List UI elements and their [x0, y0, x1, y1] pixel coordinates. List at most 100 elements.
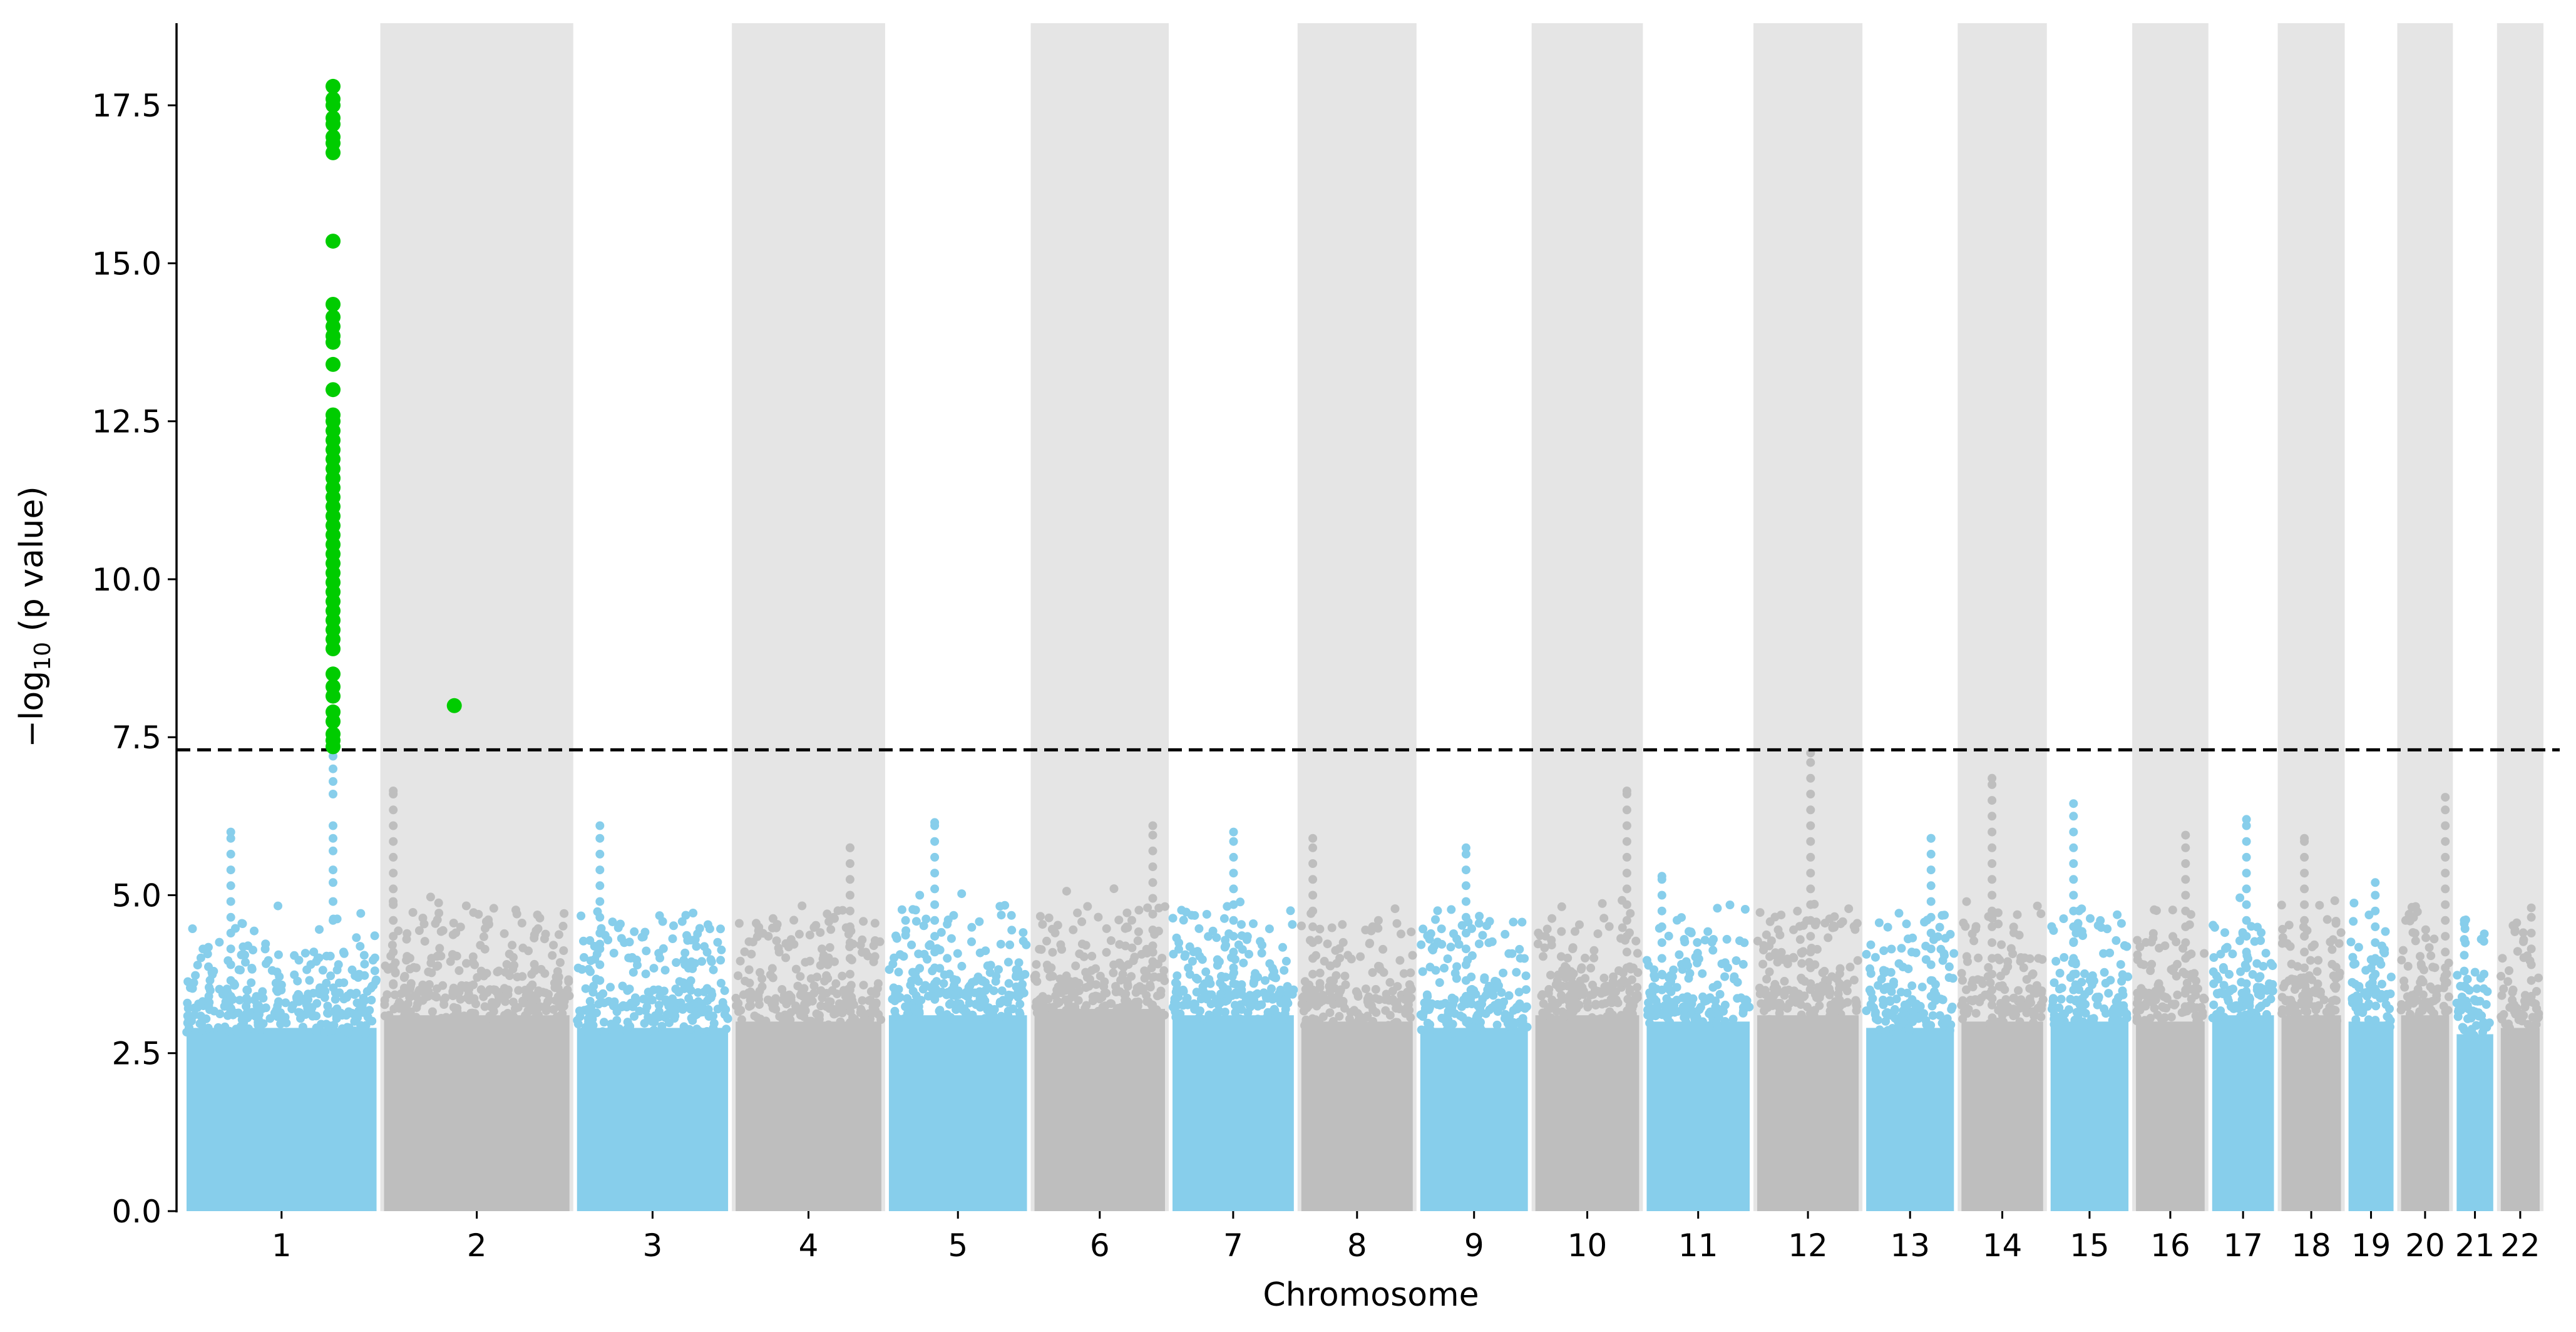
background-point [1020, 969, 1030, 979]
peak-point [1622, 963, 1631, 973]
peak-point [2181, 954, 2190, 963]
background-point [789, 916, 799, 925]
background-point [1220, 942, 1229, 952]
background-point [2330, 896, 2339, 906]
background-point [2439, 1001, 2448, 1011]
background-point [805, 931, 814, 940]
peak-point [2371, 969, 2380, 979]
peak-point [1229, 900, 1238, 909]
background-point [778, 995, 788, 1004]
background-point [432, 993, 441, 1002]
background-point [1720, 972, 1730, 981]
background-point [1866, 940, 1876, 949]
background-point [838, 1008, 847, 1018]
background-point [820, 976, 829, 986]
background-point [2177, 1008, 2187, 1017]
peak-point [1988, 796, 1997, 805]
background-point [1345, 1014, 1354, 1024]
peak-point [2300, 884, 2309, 894]
peak-point [1926, 944, 1936, 954]
peak-point [1806, 773, 1815, 783]
background-point [1168, 914, 1178, 923]
background-point [2055, 1017, 2064, 1026]
background-point [2136, 991, 2145, 1000]
background-point [243, 996, 252, 1005]
peak-point [2181, 985, 2190, 994]
background-point [2421, 925, 2430, 934]
background-point [1599, 973, 1609, 983]
background-point [2427, 997, 2436, 1006]
background-point [972, 1000, 981, 1009]
background-point [479, 932, 488, 941]
background-point [196, 1011, 205, 1021]
background-point [979, 998, 988, 1007]
background-point [1382, 989, 1391, 999]
background-point [794, 929, 804, 939]
background-point [290, 970, 299, 979]
background-point [1326, 976, 1336, 986]
background-point [1280, 1009, 1290, 1018]
chromosome-bulk-12 [1757, 1015, 1859, 1211]
background-point [433, 952, 442, 961]
peak-point-chr1 [226, 827, 235, 837]
background-point [672, 958, 681, 967]
background-point [1221, 936, 1230, 945]
background-point [1283, 989, 1293, 998]
background-point [470, 1009, 480, 1018]
background-point [1015, 1009, 1025, 1019]
background-point [649, 985, 659, 994]
peak-point [1461, 960, 1470, 969]
significant-points [326, 78, 462, 755]
background-point [2405, 1009, 2414, 1019]
background-point [2146, 966, 2155, 975]
background-point [1568, 988, 1578, 997]
background-point [262, 959, 270, 968]
background-point [989, 986, 998, 996]
background-point [2167, 965, 2176, 974]
background-point [2416, 952, 2425, 961]
background-point [946, 999, 955, 1008]
background-point [2476, 974, 2485, 983]
background-point [1457, 921, 1467, 930]
background-point [1962, 985, 1971, 994]
background-point [1725, 901, 1735, 909]
chromosome-bulk-22 [2500, 1028, 2540, 1211]
background-point [2266, 994, 2276, 1004]
background-point [690, 1011, 700, 1020]
background-point [1484, 981, 1494, 991]
x-tick-label: 15 [2070, 1227, 2110, 1264]
significant-point [326, 234, 341, 249]
background-point [1054, 988, 1063, 998]
background-point [1664, 931, 1673, 941]
peak-point [1806, 805, 1815, 815]
background-point [1935, 922, 1944, 932]
background-point [1827, 972, 1837, 981]
background-point [1035, 944, 1044, 954]
background-point [468, 952, 478, 961]
background-point [1916, 1001, 1925, 1011]
background-point [1693, 938, 1702, 947]
background-point [191, 971, 200, 980]
background-point [2055, 984, 2064, 994]
background-point [1123, 980, 1132, 989]
background-point [320, 1028, 329, 1037]
background-point [1904, 1024, 1914, 1033]
background-point [659, 944, 668, 953]
background-point [461, 901, 471, 911]
background-point [2197, 1003, 2206, 1012]
background-point [1118, 969, 1127, 979]
background-point [2479, 937, 2488, 946]
background-point [1588, 1013, 1597, 1022]
background-point [427, 968, 436, 978]
peak-points [226, 748, 2536, 1007]
peak-point [1622, 821, 1631, 830]
peak-point-chr10 [1622, 787, 1631, 795]
background-point [267, 966, 277, 975]
background-point [502, 960, 511, 969]
background-point [1517, 917, 1527, 927]
peak-point [1461, 991, 1470, 1001]
significant-point [326, 688, 341, 704]
x-tick-label: 9 [1464, 1227, 1484, 1264]
background-point [1320, 956, 1329, 966]
background-point [204, 1001, 213, 1011]
